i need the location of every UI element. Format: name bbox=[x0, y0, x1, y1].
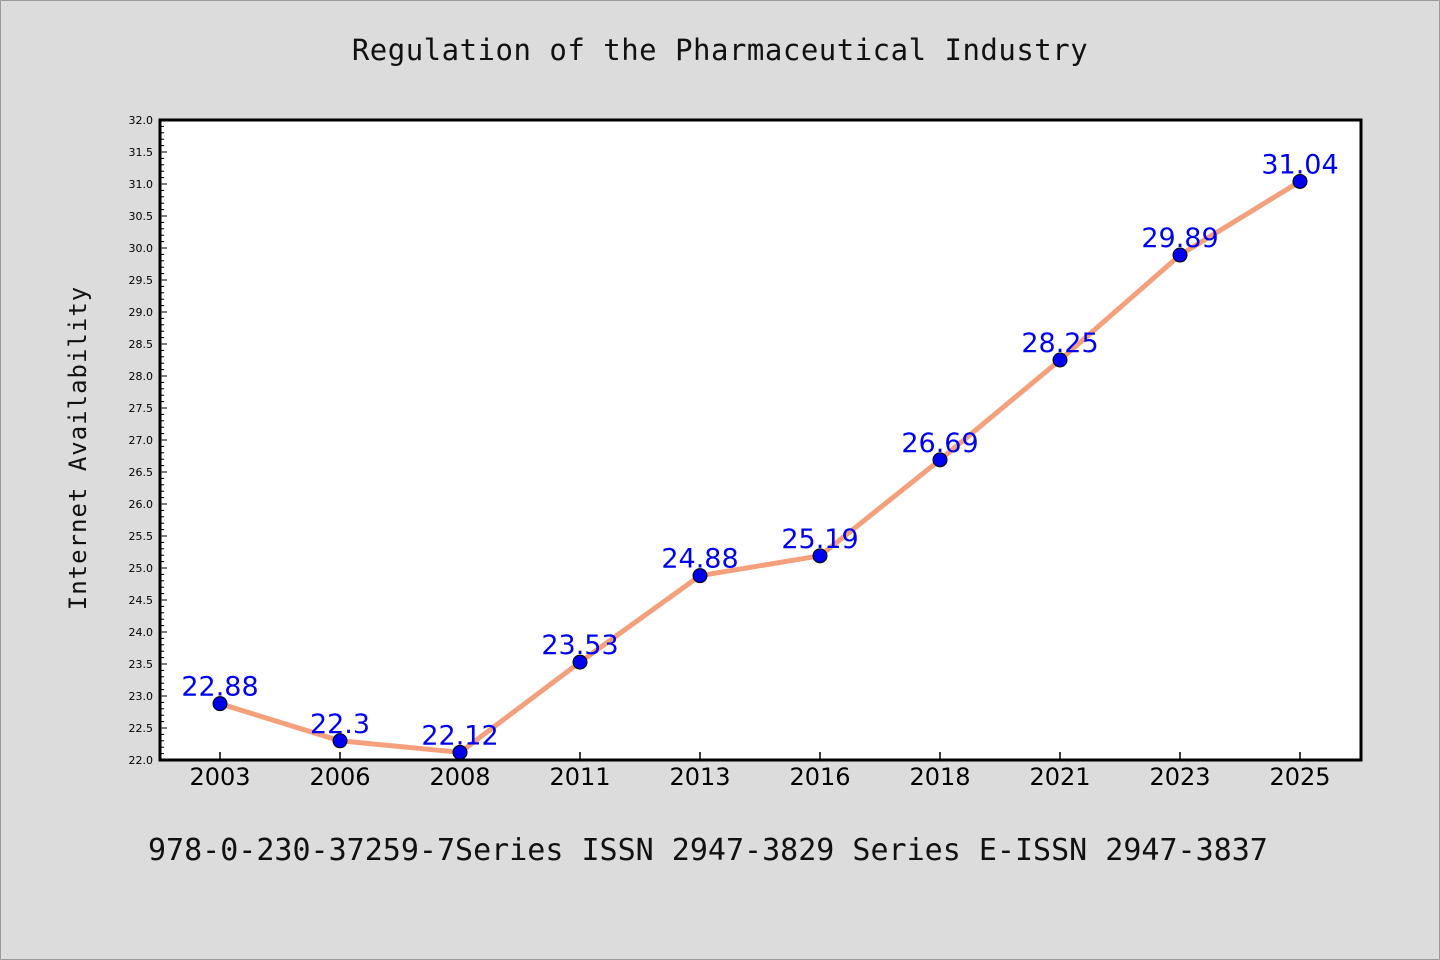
data-label: 29.89 bbox=[1141, 223, 1218, 254]
data-point bbox=[1052, 352, 1068, 368]
data-label: 28.25 bbox=[1021, 328, 1098, 359]
data-label: 23.53 bbox=[541, 630, 618, 661]
x-tick-label: 2016 bbox=[789, 763, 850, 791]
data-label: 31.04 bbox=[1261, 149, 1338, 180]
data-label: 24.88 bbox=[661, 544, 738, 575]
y-tick-label: 24.5 bbox=[129, 594, 154, 607]
x-tick-label: 2025 bbox=[1269, 763, 1330, 791]
y-tick-label: 29.0 bbox=[129, 306, 154, 319]
series-line bbox=[217, 178, 1303, 755]
plot-area bbox=[158, 118, 1363, 762]
x-tick-label: 2006 bbox=[309, 763, 370, 791]
data-point bbox=[212, 696, 228, 712]
data-point bbox=[932, 452, 948, 468]
data-point bbox=[452, 744, 468, 760]
x-tick-label: 2018 bbox=[909, 763, 970, 791]
y-tick-label: 27.0 bbox=[129, 434, 154, 447]
data-point bbox=[692, 568, 708, 584]
y-tick-label: 25.5 bbox=[129, 530, 154, 543]
data-point bbox=[1172, 247, 1188, 263]
y-tick-label: 32.0 bbox=[129, 114, 154, 127]
y-tick-label: 22.0 bbox=[129, 754, 154, 767]
x-tick-label: 2011 bbox=[549, 763, 610, 791]
data-label: 22.3 bbox=[310, 709, 370, 740]
x-tick-label: 2013 bbox=[669, 763, 730, 791]
data-label: 22.12 bbox=[421, 720, 498, 751]
footer-isbn-issn: 978-0-230-37259-7Series ISSN 2947-3829 S… bbox=[148, 833, 1268, 868]
y-tick-label: 30.5 bbox=[129, 210, 154, 223]
chart-title: Regulation of the Pharmaceutical Industr… bbox=[351, 33, 1089, 67]
data-point bbox=[812, 548, 828, 564]
y-tick-label: 31.0 bbox=[129, 178, 154, 191]
y-axis-label: Internet Availability bbox=[64, 286, 92, 610]
y-tick-label: 29.5 bbox=[129, 274, 154, 287]
y-tick-label: 24.0 bbox=[129, 626, 154, 639]
y-tick-label: 31.5 bbox=[129, 146, 154, 159]
data-point bbox=[1292, 173, 1308, 189]
y-tick-label: 30.0 bbox=[129, 242, 154, 255]
y-tick-label: 22.5 bbox=[129, 722, 154, 735]
y-tick-label: 28.5 bbox=[129, 338, 154, 351]
data-label: 22.88 bbox=[181, 672, 258, 703]
data-point bbox=[332, 733, 348, 749]
y-tick-label: 26.5 bbox=[129, 466, 154, 479]
x-tick-label: 2008 bbox=[429, 763, 490, 791]
data-label: 26.69 bbox=[901, 428, 978, 459]
y-tick-label: 27.5 bbox=[129, 402, 154, 415]
y-tick-label: 28.0 bbox=[129, 370, 154, 383]
y-tick-label: 23.0 bbox=[129, 690, 154, 703]
data-point bbox=[572, 654, 588, 670]
y-tick-label: 25.0 bbox=[129, 562, 154, 575]
data-label: 25.19 bbox=[781, 524, 858, 555]
x-tick-label: 2003 bbox=[189, 763, 250, 791]
x-tick-label: 2023 bbox=[1149, 763, 1210, 791]
y-tick-label: 26.0 bbox=[129, 498, 154, 511]
x-tick-label: 2021 bbox=[1029, 763, 1090, 791]
y-tick-label: 23.5 bbox=[129, 658, 154, 671]
